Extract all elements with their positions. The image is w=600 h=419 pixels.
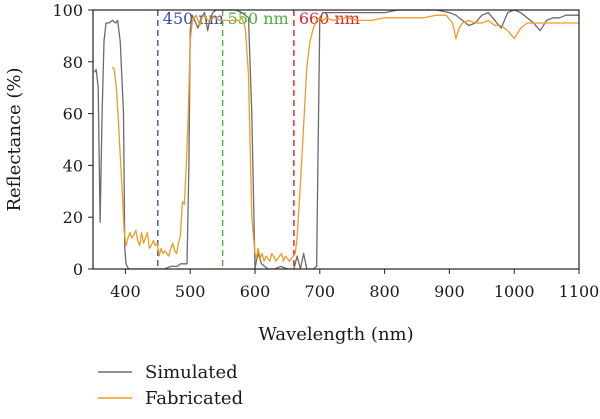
y-axis-title: Reflectance (%) xyxy=(4,67,25,211)
x-tick-label: 500 xyxy=(175,282,206,301)
x-tick-label: 400 xyxy=(110,282,141,301)
y-tick-label: 20 xyxy=(63,208,83,227)
y-axis: 0 20 40 60 80 100 xyxy=(52,1,93,279)
y-tick-label: 80 xyxy=(63,53,83,72)
legend-label-simulated: Simulated xyxy=(145,362,238,383)
x-tick-label: 900 xyxy=(434,282,465,301)
y-tick-label: 60 xyxy=(63,105,83,124)
y-tick-label: 40 xyxy=(63,156,83,175)
legend-label-fabricated: Fabricated xyxy=(145,388,243,409)
x-tick-label: 600 xyxy=(240,282,271,301)
series-layer xyxy=(93,9,579,269)
x-tick-label: 1000 xyxy=(494,282,535,301)
x-tick-label: 800 xyxy=(369,282,400,301)
y-tick-label: 100 xyxy=(52,1,83,20)
legend: Simulated Fabricated xyxy=(98,362,243,409)
x-axis-title: Wavelength (nm) xyxy=(258,324,413,345)
y-tick-label: 0 xyxy=(73,260,83,279)
x-tick-label: 700 xyxy=(305,282,336,301)
series-line-fabricated xyxy=(111,14,579,262)
series-line-simulated xyxy=(93,9,579,269)
x-tick-label: 1100 xyxy=(559,282,600,301)
reference-label-550-nm: 550 nm xyxy=(228,9,289,28)
x-axis: 400 500 600 700 800 900 1000 1100 xyxy=(110,269,599,301)
plot-frame xyxy=(92,9,580,270)
